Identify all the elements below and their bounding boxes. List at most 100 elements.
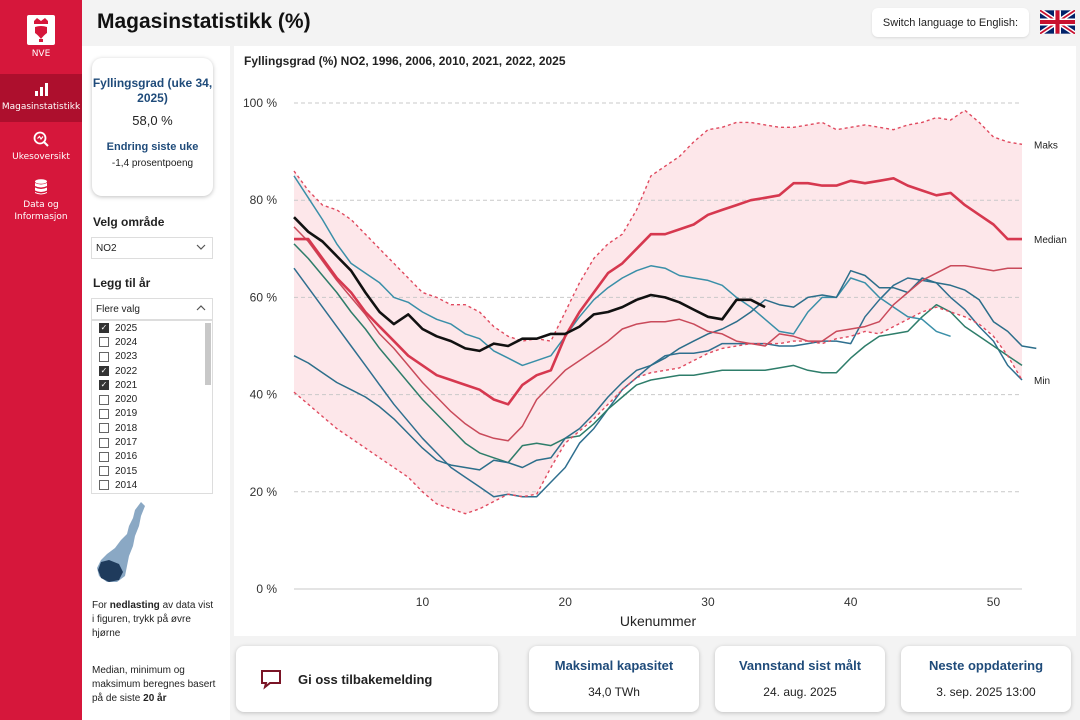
area-select[interactable]: NO2 xyxy=(91,237,213,259)
year-checkbox[interactable] xyxy=(99,337,109,348)
year-checkbox[interactable] xyxy=(99,408,109,419)
year-option-2016[interactable]: 2016 xyxy=(92,450,212,464)
year-option-label: 2021 xyxy=(115,379,138,391)
nav-magasinstatistikk[interactable]: Magasinstatistikk xyxy=(0,74,82,122)
crown-lion-icon xyxy=(27,15,55,45)
feedback-label: Gi oss tilbakemelding xyxy=(298,671,433,687)
speech-bubble-icon xyxy=(261,670,281,690)
year-list-scrollbar[interactable] xyxy=(205,323,211,385)
year-checkbox[interactable] xyxy=(99,423,109,434)
year-option-label: 2016 xyxy=(115,451,138,463)
min-max-band xyxy=(294,110,1022,514)
x-axis-label: Ukenummer xyxy=(620,613,697,629)
x-tick-label: 30 xyxy=(701,595,715,609)
uk-flag-icon[interactable] xyxy=(1040,10,1075,34)
year-option-label: 2025 xyxy=(115,322,138,334)
year-option-2025[interactable]: ✓ 2025 xyxy=(92,321,212,335)
y-tick-label: 40 % xyxy=(250,388,278,402)
year-checkbox[interactable] xyxy=(99,394,109,405)
year-checkbox[interactable] xyxy=(99,466,109,477)
year-option-2022[interactable]: ✓ 2022 xyxy=(92,364,212,378)
year-option-label: 2020 xyxy=(115,394,138,406)
series-line-2006 xyxy=(293,243,1023,464)
download-note: For nedlasting av data vist i figuren, t… xyxy=(92,599,216,641)
logo-text: NVE xyxy=(31,49,51,59)
year-option-2018[interactable]: 2018 xyxy=(92,421,212,435)
year-option-label: 2014 xyxy=(115,479,138,491)
year-option-label: 2018 xyxy=(115,422,138,434)
note-text: av data vist i figuren, trykk på øvre hj… xyxy=(92,600,214,639)
series-line-maks xyxy=(293,109,1023,342)
nav-label: Ukesoversikt xyxy=(12,152,70,162)
year-checkbox[interactable] xyxy=(99,480,109,491)
x-tick-label: 10 xyxy=(416,595,430,609)
switch-language-button[interactable]: Switch language to English: xyxy=(872,8,1029,37)
year-option-2019[interactable]: 2019 xyxy=(92,407,212,421)
year-option-2023[interactable]: 2023 xyxy=(92,350,212,364)
capacity-value: 34,0 TWh xyxy=(588,685,640,699)
year-checkbox[interactable] xyxy=(99,437,109,448)
database-icon xyxy=(35,179,47,195)
series-line-2022 xyxy=(293,226,1022,442)
year-option-label: 2019 xyxy=(115,408,138,420)
kpi-change-value: -1,4 prosentpoeng xyxy=(111,158,194,169)
water-level-value: 24. aug. 2025 xyxy=(763,685,837,699)
next-update-card: Neste oppdatering 3. sep. 2025 13:00 xyxy=(901,646,1071,712)
end-label-min: Min xyxy=(1034,376,1050,387)
year-option-label: 2023 xyxy=(115,351,138,363)
year-option-2014[interactable]: 2014 xyxy=(92,478,212,492)
reservoir-chart[interactable]: 0 % 20 % 40 % 60 % 80 % 100 % 10 20 30 40 50 Ukenum… xyxy=(234,46,1076,636)
year-option-2015[interactable]: 2015 xyxy=(92,464,212,478)
note-text: Median, minimum og maksimum beregnes bas… xyxy=(92,665,216,704)
feedback-button[interactable]: Gi oss tilbakemelding xyxy=(236,646,498,712)
year-checkbox[interactable] xyxy=(99,351,109,362)
year-checkbox[interactable]: ✓ xyxy=(99,366,109,377)
nav-ukesoversikt[interactable]: Ukesoversikt xyxy=(0,130,82,170)
year-option-2024[interactable]: 2024 xyxy=(92,335,212,349)
chevron-down-icon xyxy=(196,244,206,250)
year-label: Legg til år xyxy=(93,276,151,290)
y-tick-label: 60 % xyxy=(250,290,278,304)
nav-label: Magasinstatistikk xyxy=(1,102,81,112)
note-bold: nedlasting xyxy=(109,600,160,611)
norway-map xyxy=(97,498,145,582)
bar-chart-icon xyxy=(35,83,48,96)
kpi-value: 58,0 % xyxy=(132,113,173,128)
y-tick-label: 100 % xyxy=(243,96,277,110)
year-select[interactable]: Flere valg xyxy=(91,298,213,320)
year-option-2021[interactable]: ✓ 2021 xyxy=(92,378,212,392)
chevron-up-icon xyxy=(196,305,206,311)
series-line-min xyxy=(293,306,1023,515)
capacity-card: Maksimal kapasitet 34,0 TWh xyxy=(529,646,699,712)
x-tick-label: 20 xyxy=(559,595,573,609)
note-text: For xyxy=(92,600,110,611)
area-select-value: NO2 xyxy=(96,242,117,254)
kpi-title: Fyllingsgrad (uke 34, 2025) xyxy=(92,76,213,105)
year-checkbox[interactable]: ✓ xyxy=(99,323,109,334)
series-line-1996 xyxy=(293,267,1023,498)
end-label-max: Maks xyxy=(1034,140,1058,151)
next-update-value: 3. sep. 2025 13:00 xyxy=(936,685,1036,699)
x-tick-label: 40 xyxy=(844,595,858,609)
year-option-label: 2024 xyxy=(115,336,138,348)
y-tick-label: 80 % xyxy=(250,193,278,207)
series-line-2010 xyxy=(293,175,951,367)
kpi-change-label: Endring siste uke xyxy=(106,141,199,153)
year-option-2020[interactable]: 2020 xyxy=(92,392,212,406)
y-tick-label: 0 % xyxy=(256,582,277,596)
capacity-title: Maksimal kapasitet xyxy=(554,658,674,673)
water-level-card: Vannstand sist målt 24. aug. 2025 xyxy=(715,646,885,712)
water-level-title: Vannstand sist målt xyxy=(738,658,862,673)
nav-data-og-informasjon[interactable]: Data og Informasjon xyxy=(0,178,82,230)
chart-title: Fyllingsgrad (%) NO2, 1996, 2006, 2010, … xyxy=(244,54,566,68)
sidebar: NVE Magasinstatistikk Ukesoversikt Data … xyxy=(0,0,82,720)
next-update-title: Neste oppdatering xyxy=(928,658,1044,673)
x-tick-label: 50 xyxy=(987,595,1001,609)
year-checkbox[interactable]: ✓ xyxy=(99,380,109,391)
calendar-search-icon xyxy=(33,131,49,147)
area-label: Velg område xyxy=(93,215,165,229)
kpi-card: Fyllingsgrad (uke 34, 2025) 58,0 % Endri… xyxy=(92,58,213,196)
year-option-2017[interactable]: 2017 xyxy=(92,435,212,449)
nve-logo[interactable]: NVE xyxy=(0,0,82,72)
year-checkbox[interactable] xyxy=(99,451,109,462)
